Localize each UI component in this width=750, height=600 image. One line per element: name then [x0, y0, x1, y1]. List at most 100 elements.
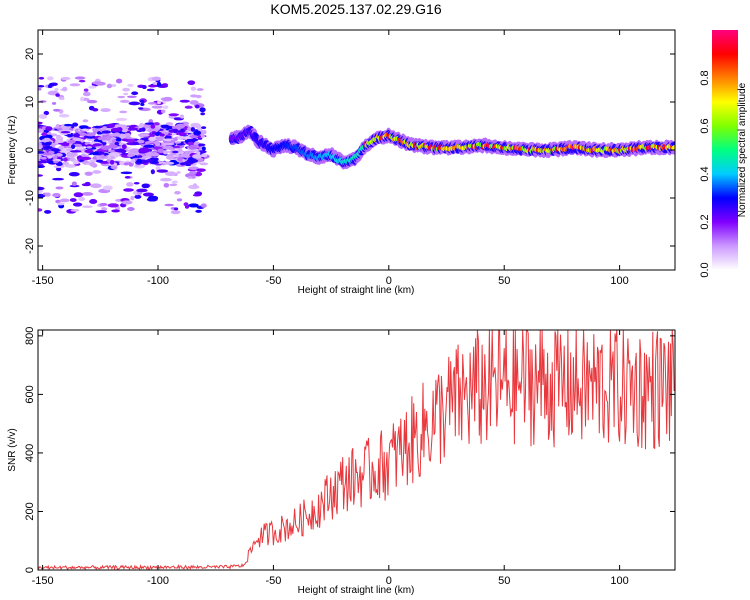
spectrogram-cell: [92, 81, 103, 85]
spectrogram-cell: [82, 119, 89, 123]
spectrogram-cell: [187, 80, 196, 86]
spectrogram-cell: [108, 152, 121, 157]
spectrogram-cell: [142, 192, 154, 197]
x-tick-label: 0: [386, 575, 392, 587]
spectrogram-cell: [161, 145, 174, 150]
spectrogram-cell: [145, 140, 156, 144]
colorbar-ticks: 0.0 0.2 0.4 0.6 0.8: [699, 70, 711, 277]
spectrogram-cell: [169, 183, 178, 187]
spectrogram-cell: [157, 148, 165, 154]
spectrogram-cell: [45, 126, 53, 132]
spectrogram-cell: [38, 87, 42, 91]
spectrogram-cell: [134, 194, 142, 199]
spectrogram-cell: [53, 165, 65, 169]
spectrogram-cell: [189, 100, 199, 105]
spectrogram-cell: [51, 102, 57, 105]
spectrogram-cell: [175, 153, 180, 158]
spectrogram-cell: [111, 209, 120, 213]
spectrogram-cell: [154, 136, 164, 142]
spectrogram-cell: [44, 192, 51, 197]
spectrogram-cell: [78, 79, 86, 83]
spectrogram-cell: [107, 144, 119, 149]
spectrogram-cell: [171, 180, 178, 184]
spectrogram-cell: [38, 85, 45, 88]
spectrogram-cell: [52, 177, 65, 181]
spectrogram-cell: [148, 136, 157, 142]
spectrogram-cell: [164, 203, 175, 207]
spectrogram-cell: [80, 96, 85, 102]
spectrogram-cell: [53, 108, 61, 112]
spectrogram-cell: [190, 127, 195, 132]
y-tick-label: 200: [24, 502, 36, 520]
spectrogram-cell: [179, 114, 185, 119]
spectrogram-cell: [110, 127, 122, 132]
spectrogram-cell: [92, 130, 98, 134]
spectrogram-cell: [130, 158, 136, 164]
spectrogram-cell: [183, 202, 189, 207]
spectrogram-cell: [174, 141, 181, 144]
spectrogram-cell: [38, 160, 49, 164]
spectrogram-cell: [60, 76, 71, 81]
spectrogram-cell: [76, 146, 85, 150]
x-tick-label: -150: [32, 575, 54, 587]
spectrogram-cell: [45, 134, 53, 139]
spectrogram-cell: [86, 146, 93, 149]
spectrogram-cell: [201, 146, 206, 151]
spectrogram-cell: [88, 85, 97, 89]
spectrogram-cell: [102, 185, 113, 191]
spectrogram-cell: [138, 147, 151, 153]
spectrogram-cell: [162, 97, 170, 102]
spectrogram-cell: [156, 169, 169, 173]
spectrogram-cell: [178, 132, 186, 137]
spectrogram-cell: [105, 135, 111, 141]
spectrogram-cell: [57, 202, 65, 206]
spectrogram-cell: [38, 114, 48, 119]
x-tick-label: 100: [610, 575, 628, 587]
spectrogram-cell: [59, 198, 70, 203]
x-tick-label: 50: [498, 275, 510, 287]
spectrogram-cell: [38, 186, 45, 191]
snr-frame: [37, 329, 676, 571]
spectrogram-cell: [188, 166, 199, 171]
colorbar-tick-label: 0.4: [699, 166, 711, 181]
spectrogram-cell: [72, 137, 82, 141]
spectrogram-cell: [183, 152, 189, 156]
spectrogram-cell: [63, 157, 68, 162]
spectrogram-cell: [101, 130, 112, 134]
spectrogram-cell: [131, 91, 139, 96]
spectrogram-cell: [52, 193, 61, 198]
spectrogram-cell: [199, 107, 206, 113]
spectrogram-cell: [137, 155, 143, 158]
spectrogram-cell: [150, 152, 160, 157]
spectrogram-cell: [151, 76, 161, 81]
spectrogram-cell: [54, 87, 59, 92]
x-tick-label: -50: [265, 575, 281, 587]
spectrogram-cell: [109, 159, 115, 165]
spectrogram-cell: [52, 155, 58, 160]
spectrogram-cell: [176, 171, 181, 174]
spectrogram-cell: [172, 150, 179, 154]
spectrogram-cell: [84, 171, 93, 176]
spectrogram-cell: [190, 86, 196, 91]
spectrogram-cell: [159, 177, 172, 182]
spectrogram-cell: [80, 154, 88, 157]
spectrogram-cell: [150, 169, 155, 175]
spectrogram-cell: [186, 158, 199, 163]
spectrogram-cell: [55, 153, 63, 157]
spectrogram-cell: [71, 181, 77, 187]
spectrogram-cell: [85, 133, 96, 137]
spectrogram-cell: [41, 142, 52, 146]
spectrogram-cell: [60, 130, 71, 134]
spectrogram-cell: [200, 112, 205, 116]
spectrogram-cell: [155, 166, 161, 171]
x-tick-label: 0: [386, 275, 392, 287]
spectrogram-cell: [55, 186, 64, 190]
snr-ticks: -150 -100 -50 0 50 100 0 200 400 600 800: [24, 327, 675, 587]
colorbar-tick-label: 0.2: [699, 214, 711, 229]
spectrogram-cell: [107, 203, 119, 208]
y-tick-label: 800: [24, 327, 36, 345]
spectrogram-cell: [172, 128, 179, 134]
spectrogram-cell: [162, 105, 169, 110]
spectrogram-cell: [139, 122, 144, 128]
